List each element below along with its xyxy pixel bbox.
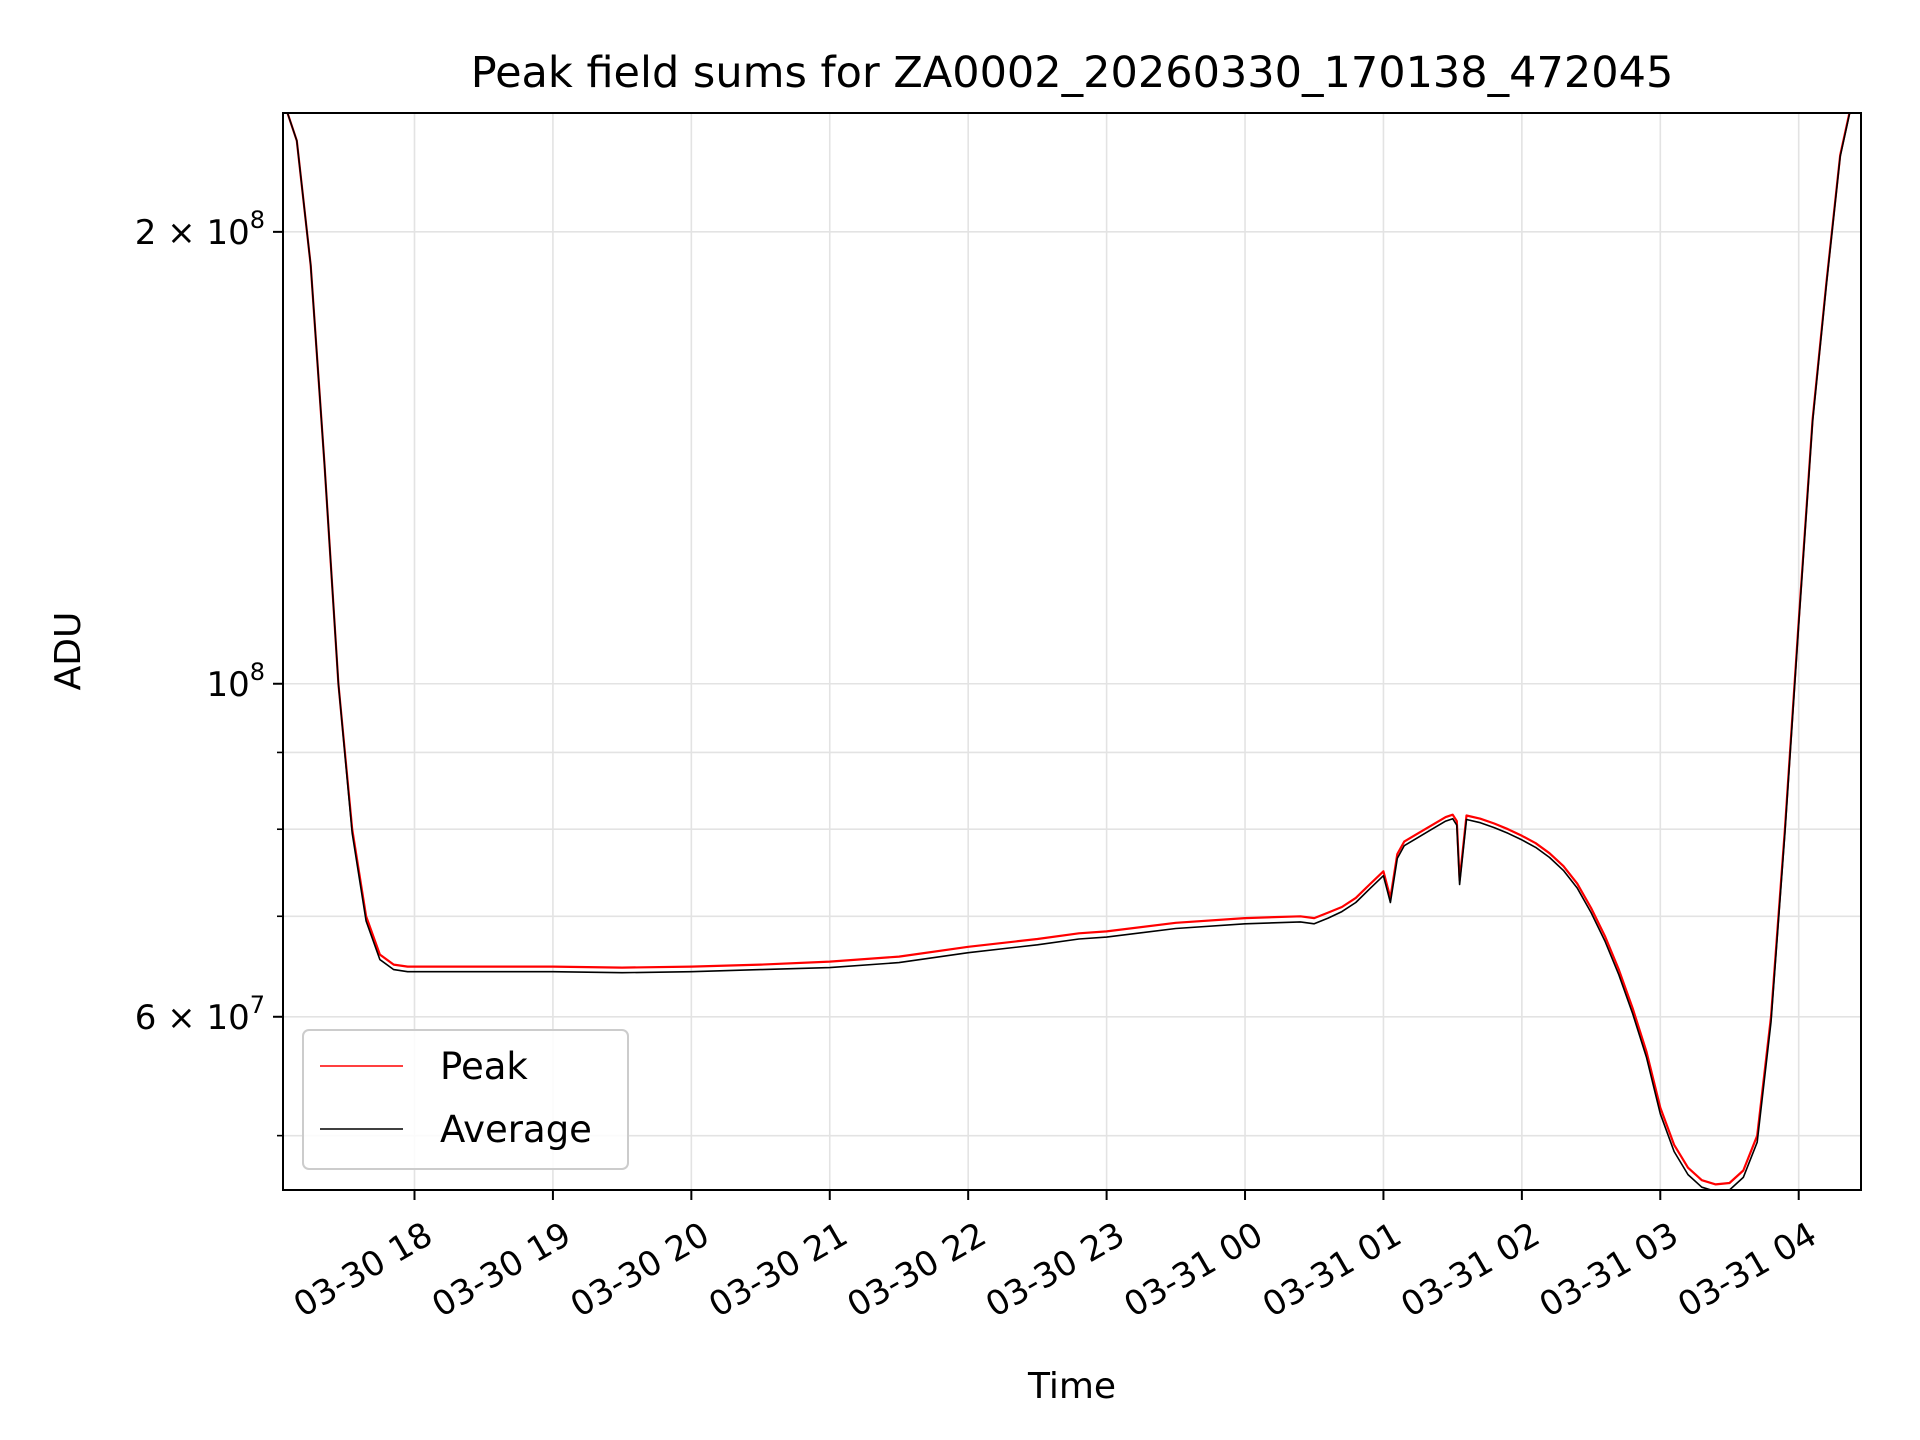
x-axis-title: Time (1027, 1366, 1116, 1407)
legend-box (302, 1029, 629, 1170)
y-axis-title: ADU (48, 612, 89, 691)
y-tick-label: 2 × 108 (135, 206, 265, 253)
legend-label-average: Average (440, 1108, 592, 1151)
legend-label-peak: Peak (440, 1045, 528, 1088)
y-tick-label: 6 × 107 (135, 991, 265, 1038)
chart-title: Peak field sums for ZA0002_20260330_1701… (471, 48, 1674, 98)
y-axis: 6 × 107 108 2 × 108 (135, 206, 283, 1137)
y-tick-label: 108 (206, 658, 265, 705)
legend: Peak Average (302, 1029, 629, 1170)
series-line-peak (286, 113, 1851, 1186)
grid (283, 113, 1861, 1190)
plot-frame (282, 112, 1862, 1191)
